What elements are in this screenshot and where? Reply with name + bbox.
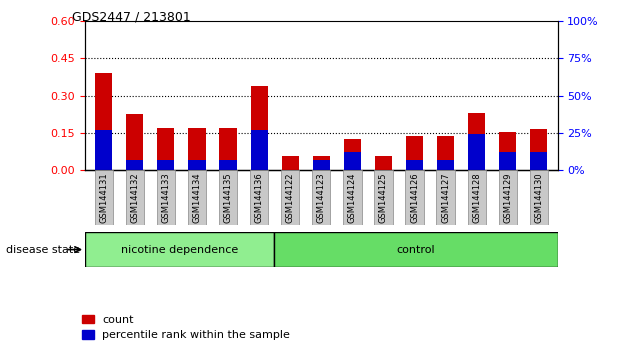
Bar xyxy=(437,170,455,225)
Bar xyxy=(406,160,423,170)
Bar xyxy=(406,136,423,170)
Bar xyxy=(375,156,392,170)
Bar xyxy=(312,160,330,170)
Text: GDS2447 / 213801: GDS2447 / 213801 xyxy=(72,11,191,24)
Bar xyxy=(219,128,237,170)
Bar xyxy=(468,134,485,170)
Bar xyxy=(188,128,205,170)
Bar xyxy=(344,139,361,170)
Bar xyxy=(499,131,517,170)
Text: GSM144132: GSM144132 xyxy=(130,172,139,223)
Bar xyxy=(157,170,175,225)
Bar xyxy=(437,136,454,170)
Text: GSM144134: GSM144134 xyxy=(192,172,202,223)
Bar xyxy=(530,129,547,170)
Bar xyxy=(188,160,205,170)
Text: GSM144129: GSM144129 xyxy=(503,172,512,223)
Bar xyxy=(344,152,361,170)
Bar xyxy=(126,160,144,170)
Bar xyxy=(219,160,237,170)
Text: GSM144130: GSM144130 xyxy=(534,172,544,223)
Bar xyxy=(499,152,517,170)
Text: control: control xyxy=(396,245,435,255)
Bar xyxy=(467,170,486,225)
Bar xyxy=(158,160,175,170)
Bar xyxy=(437,160,454,170)
Bar xyxy=(343,170,362,225)
Text: disease state: disease state xyxy=(6,245,81,255)
Bar xyxy=(530,170,548,225)
Text: nicotine dependence: nicotine dependence xyxy=(121,245,238,255)
Bar xyxy=(282,156,299,170)
Bar xyxy=(281,170,299,225)
Text: GSM144131: GSM144131 xyxy=(99,172,108,223)
Bar xyxy=(95,130,112,170)
Legend: count, percentile rank within the sample: count, percentile rank within the sample xyxy=(78,310,295,345)
Text: GSM144123: GSM144123 xyxy=(317,172,326,223)
Text: GSM144128: GSM144128 xyxy=(472,172,481,223)
Bar xyxy=(251,130,268,170)
Bar xyxy=(126,114,144,170)
Bar xyxy=(158,128,175,170)
Bar xyxy=(468,113,485,170)
Bar xyxy=(530,152,547,170)
Text: GSM144135: GSM144135 xyxy=(224,172,232,223)
Bar xyxy=(274,232,558,267)
Bar xyxy=(85,232,274,267)
Bar xyxy=(312,156,330,170)
Bar xyxy=(405,170,424,225)
Bar xyxy=(188,170,206,225)
Text: GSM144136: GSM144136 xyxy=(255,172,263,223)
Bar xyxy=(95,73,112,170)
Bar xyxy=(312,170,331,225)
Bar xyxy=(219,170,238,225)
Text: GSM144133: GSM144133 xyxy=(161,172,170,223)
Bar xyxy=(251,86,268,170)
Bar xyxy=(250,170,268,225)
Text: GSM144125: GSM144125 xyxy=(379,172,388,223)
Bar xyxy=(498,170,517,225)
Bar xyxy=(94,170,113,225)
Text: GSM144124: GSM144124 xyxy=(348,172,357,223)
Text: GSM144122: GSM144122 xyxy=(286,172,295,223)
Text: GSM144127: GSM144127 xyxy=(441,172,450,223)
Bar xyxy=(374,170,392,225)
Bar xyxy=(125,170,144,225)
Text: GSM144126: GSM144126 xyxy=(410,172,419,223)
